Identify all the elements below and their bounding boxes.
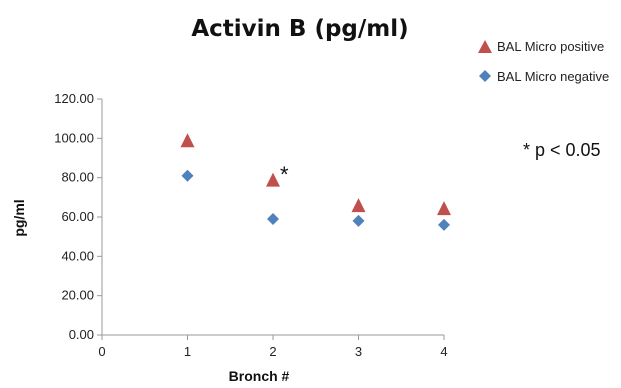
positive-point-1 (180, 133, 195, 148)
x-tick-label: 2 (269, 344, 276, 359)
y-tick-label: 20.00 (61, 288, 94, 303)
x-axis-label: Bronch # (229, 368, 290, 384)
negative-point-4 (438, 218, 450, 231)
negative-point-3 (352, 214, 365, 227)
y-tick-label: 120.00 (54, 91, 94, 106)
negative-point-1 (181, 169, 194, 182)
x-tick-label: 0 (98, 344, 105, 359)
y-tick-label: 0.00 (69, 327, 94, 342)
legend: BAL Micro positive BAL Micro negative (478, 39, 609, 84)
legend-marker-positive (478, 40, 492, 53)
legend-marker-negative (479, 70, 491, 82)
data-points (180, 133, 451, 231)
significance-note: * p < 0.05 (523, 140, 601, 160)
legend-label-negative: BAL Micro negative (497, 69, 609, 84)
positive-point-3 (351, 198, 366, 213)
y-tick-label: 40.00 (61, 248, 94, 263)
y-axis-label: pg/ml (11, 199, 27, 236)
chart-title: Activin B (pg/ml) (191, 16, 408, 42)
y-tick-label: 80.00 (61, 170, 94, 185)
x-tick-label: 4 (440, 344, 447, 359)
negative-point-2 (267, 212, 279, 225)
positive-point-2 (266, 172, 280, 187)
x-ticks: 0 1 2 3 4 (98, 335, 448, 359)
legend-label-positive: BAL Micro positive (497, 39, 604, 54)
y-ticks: 0.00 20.00 40.00 60.00 80.00 100.00 120.00 (54, 91, 102, 342)
positive-point-4 (437, 201, 451, 216)
y-tick-label: 100.00 (54, 130, 94, 145)
x-tick-label: 1 (184, 344, 191, 359)
significance-star: * (280, 162, 289, 187)
x-tick-label: 3 (355, 344, 362, 359)
y-tick-label: 60.00 (61, 209, 94, 224)
